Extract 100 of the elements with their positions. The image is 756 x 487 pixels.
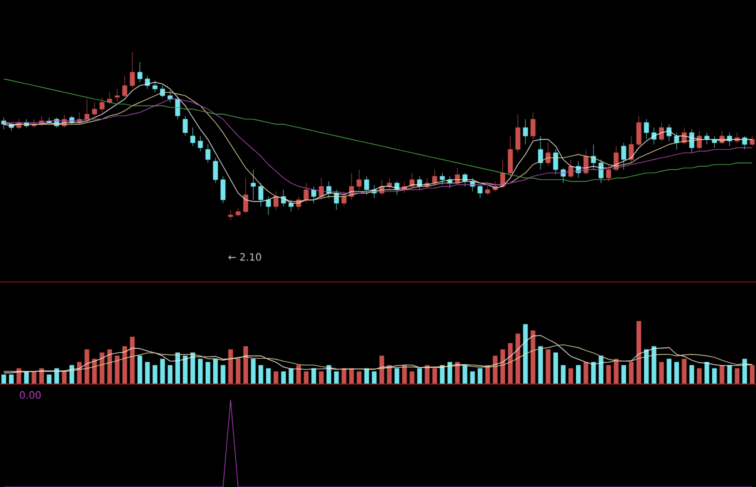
bar — [243, 346, 248, 384]
candlestick — [100, 97, 105, 113]
candlestick — [220, 176, 226, 204]
bar — [114, 356, 120, 384]
candlestick — [530, 112, 536, 140]
bar — [704, 362, 710, 384]
bar — [553, 352, 558, 384]
bar — [500, 349, 506, 384]
bar — [168, 365, 172, 384]
bar — [546, 349, 550, 384]
bar — [274, 371, 278, 384]
candlestick — [190, 127, 196, 146]
bar — [334, 371, 339, 384]
bar — [538, 346, 543, 384]
bar — [39, 368, 44, 384]
bar — [84, 349, 90, 384]
bar — [614, 358, 618, 384]
bar — [356, 371, 362, 384]
candlestick — [137, 62, 142, 82]
bar — [122, 346, 128, 384]
candlestick — [674, 132, 680, 150]
candlestick — [160, 85, 166, 98]
bar — [606, 365, 611, 384]
bar — [696, 368, 702, 384]
bar — [568, 368, 574, 384]
candlestick — [92, 102, 97, 116]
candlestick — [258, 182, 264, 207]
candlestick — [182, 116, 188, 136]
candlestick — [538, 136, 544, 170]
bar — [281, 371, 286, 384]
bar — [342, 368, 346, 384]
bar — [318, 371, 324, 384]
bar — [750, 365, 755, 384]
bar — [100, 352, 104, 384]
candlestick — [273, 191, 278, 210]
bar — [523, 324, 528, 384]
bar — [152, 365, 158, 384]
bar — [24, 371, 29, 384]
candlestick — [644, 118, 649, 140]
candlestick — [266, 196, 271, 216]
bar — [304, 371, 309, 384]
candlestick — [152, 80, 158, 93]
candlestick — [410, 172, 414, 188]
bar — [462, 365, 468, 384]
candlestick — [508, 136, 513, 177]
bar — [712, 368, 717, 384]
candlestick — [205, 144, 210, 164]
bar — [470, 371, 475, 384]
bar — [236, 358, 240, 384]
candlestick — [636, 116, 642, 146]
candlestick — [628, 136, 634, 164]
candlestick — [546, 142, 551, 166]
candlestick — [122, 75, 128, 98]
bar — [432, 368, 438, 384]
bar — [160, 358, 165, 384]
candlestick — [311, 186, 316, 204]
candlestick — [485, 184, 490, 196]
bar — [62, 371, 67, 384]
bar — [145, 362, 150, 384]
bar — [644, 349, 649, 384]
bar — [621, 365, 626, 384]
bar — [228, 349, 233, 384]
bar — [266, 368, 271, 384]
bar — [720, 365, 724, 384]
bar — [138, 356, 142, 384]
bar — [516, 334, 520, 384]
bar — [682, 358, 687, 384]
bar — [674, 362, 679, 384]
candlestick — [568, 159, 574, 178]
candlestick — [515, 114, 520, 154]
bar — [372, 371, 377, 384]
bar — [198, 358, 203, 384]
bar — [659, 362, 664, 384]
candlestick — [318, 178, 324, 200]
bar — [734, 368, 740, 384]
candlestick — [522, 118, 528, 145]
candlestick — [478, 184, 483, 198]
candlestick — [198, 136, 203, 152]
bar — [349, 368, 354, 384]
bar — [508, 343, 513, 384]
candlestick — [168, 90, 173, 103]
candlestick — [606, 164, 612, 182]
candlestick — [228, 210, 234, 220]
candlestick — [432, 169, 438, 187]
bar — [478, 368, 482, 384]
bar — [727, 365, 732, 384]
bar — [598, 356, 604, 384]
bar — [32, 371, 36, 384]
candlestick — [212, 158, 218, 184]
bar — [576, 365, 581, 384]
candlestick — [696, 130, 702, 150]
candlestick — [342, 191, 346, 207]
bar — [182, 356, 188, 384]
bar — [258, 365, 264, 384]
bar — [410, 371, 414, 384]
candlestick — [553, 149, 558, 175]
text: ← 2.10 — [228, 253, 262, 261]
bar — [190, 352, 196, 384]
candlestick — [364, 176, 370, 196]
bar — [130, 336, 135, 384]
